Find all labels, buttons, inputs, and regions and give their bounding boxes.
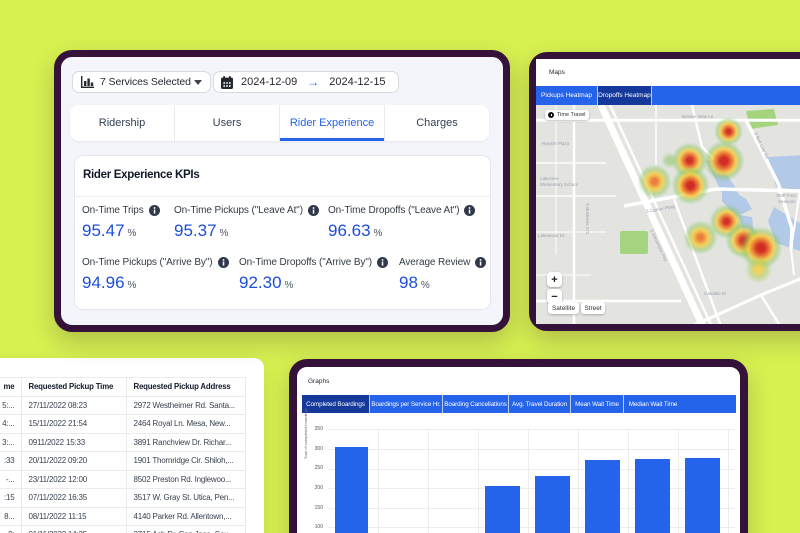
svg-text:Lakewood Dr: Lakewood Dr [538, 233, 565, 238]
svg-text:Royal's Plaza: Royal's Plaza [542, 141, 570, 146]
svg-text:S Carrier Pkwy: S Carrier Pkwy [645, 204, 676, 214]
svg-text:Lakeview: Lakeview [540, 176, 560, 181]
svg-text:Oakdale Dr: Oakdale Dr [704, 291, 727, 296]
svg-text:Elementary School: Elementary School [540, 182, 578, 187]
svg-text:S Belt Line Rd: S Belt Line Rd [753, 131, 770, 160]
svg-text:S Business 171: S Business 171 [585, 203, 590, 235]
svg-text:SMP Four: SMP Four [776, 193, 797, 198]
svg-text:Bonnie View Ln: Bonnie View Ln [682, 114, 714, 119]
svg-text:Seasons: Seasons [778, 199, 796, 204]
